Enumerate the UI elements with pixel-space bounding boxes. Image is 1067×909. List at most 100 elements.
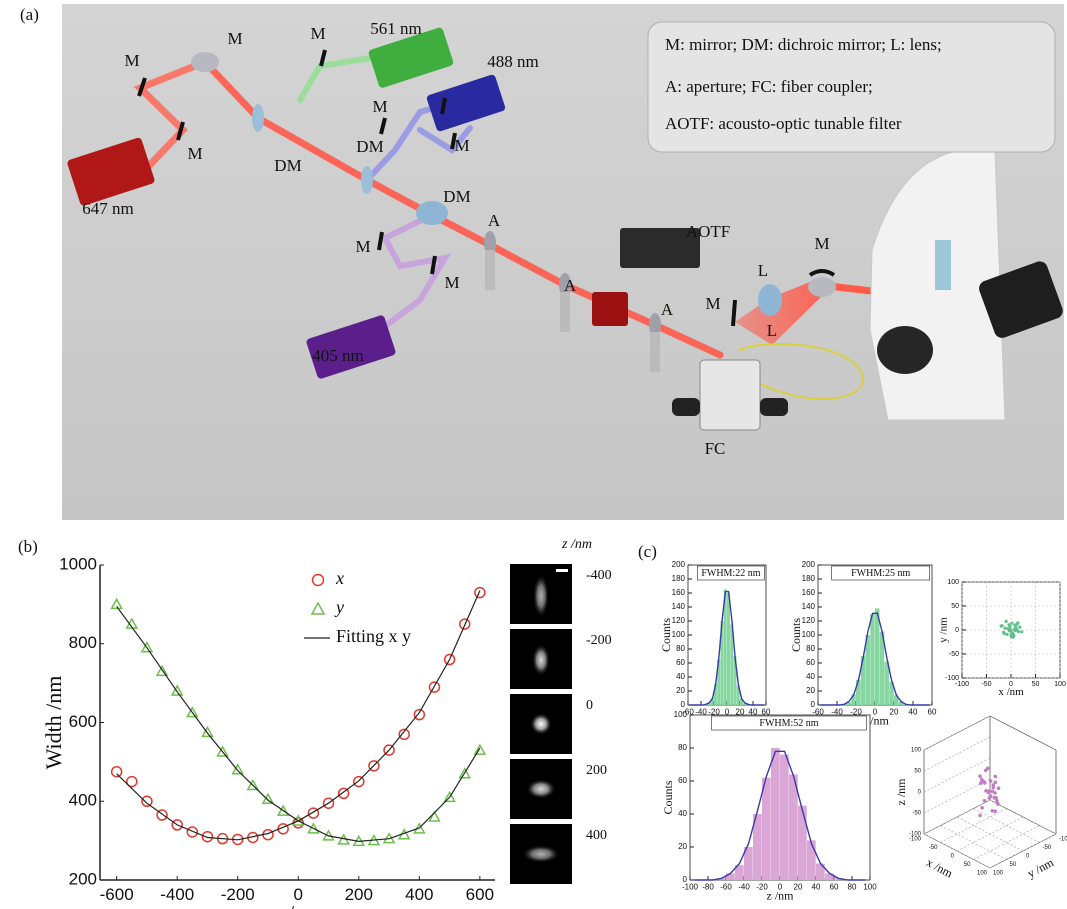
fit-curve [116, 590, 481, 841]
diagram-label: M [355, 237, 370, 256]
diagram-label: M [454, 136, 469, 155]
diagram-label: M [124, 51, 139, 70]
x-axis-label: z /nm [273, 901, 323, 909]
y-axis-label: Counts [661, 780, 675, 814]
diagram-label: L [758, 261, 768, 280]
histogram-bar [736, 685, 740, 705]
y-tick-label: 400 [69, 791, 97, 810]
y-tick-label: 100 [802, 630, 816, 639]
y-tick-label: 80 [676, 644, 685, 653]
data-point [1006, 626, 1010, 631]
grid-line [923, 799, 991, 835]
y-tick-label: 100 [947, 579, 959, 586]
y-tick-label: 60 [678, 776, 687, 785]
data-point [991, 785, 996, 790]
histogram-bar [730, 624, 734, 705]
data-point [443, 790, 456, 803]
grid-line [923, 715, 991, 751]
histogram-bar [771, 748, 780, 880]
chart-title: FWHM:25 nm [851, 568, 910, 579]
data-point [988, 779, 993, 783]
fit-curve [694, 750, 866, 881]
data-point [990, 789, 995, 794]
title-box [697, 565, 765, 581]
grid-line [956, 816, 1024, 852]
x-tick-label: -100 [909, 837, 922, 843]
title-box [711, 715, 867, 731]
strip-z-label: -200 [586, 633, 612, 648]
y-tick-label: 0 [683, 875, 688, 884]
data-point [337, 787, 350, 800]
data-point [1010, 621, 1014, 625]
y-axis-label: Counts [659, 618, 673, 652]
fit-curve [689, 590, 765, 706]
data-point [1011, 633, 1016, 637]
x-tick-label: -40 [695, 707, 707, 716]
diagram-label: M [227, 29, 242, 48]
z-tick-label: -100 [909, 832, 922, 838]
diagram-label: A [661, 300, 674, 319]
legend-marker [310, 601, 326, 615]
data-point [171, 819, 183, 831]
data-point [996, 802, 1000, 806]
x-tick-label: 0 [951, 854, 955, 860]
histogram-bar [780, 754, 789, 880]
histogram-bar [710, 698, 714, 705]
data-point [201, 725, 214, 738]
x-tick-label: 20 [736, 707, 745, 716]
x-tick-label: 20 [890, 707, 899, 716]
panel-label: (b) [18, 537, 38, 556]
data-point [978, 774, 982, 779]
histogram-bar [856, 679, 861, 705]
x-tick-label: -80 [702, 882, 714, 891]
data-point [170, 684, 184, 696]
y-tick-label: 80 [678, 743, 687, 752]
y-tick-label: 200 [672, 560, 686, 569]
x-tick-label: 50 [1032, 681, 1040, 688]
x-tick-label: 50 [964, 862, 971, 868]
diagram-label: DM [274, 156, 301, 175]
data-point [993, 774, 998, 779]
x-tick-label: -60 [812, 707, 824, 716]
data-point [1000, 624, 1004, 628]
strip-z-label: 400 [586, 828, 607, 843]
diagram-label: M [372, 97, 387, 116]
histogram-bar [753, 814, 762, 880]
x-tick-label: -50 [929, 845, 938, 851]
data-point [110, 765, 123, 778]
y-tick-label: 140 [672, 602, 686, 611]
y-tick-label: 200 [802, 560, 816, 569]
data-point [186, 826, 199, 838]
optics [67, 27, 1063, 431]
data-point [980, 805, 984, 810]
data-point [276, 804, 290, 816]
legend-line: M: mirror; DM: dichroic mirror; L: lens; [665, 35, 942, 54]
data-point [1018, 625, 1022, 629]
y-tick-label: 0 [1026, 854, 1030, 860]
histogram-bar [735, 865, 744, 880]
data-point [140, 641, 154, 653]
diagram-label: M [705, 294, 720, 313]
x-tick-label: 40 [812, 882, 821, 891]
data-point [1007, 623, 1011, 627]
data-point [126, 775, 138, 788]
histogram-bar [865, 635, 870, 705]
data-point [993, 791, 997, 795]
data-point [428, 681, 441, 693]
y-tick-label: 100 [672, 630, 686, 639]
diagram-label: A [564, 276, 577, 295]
z-tick-label: 0 [918, 790, 922, 796]
x-tick-label: -60 [720, 882, 732, 891]
x-tick-label: 0 [1009, 681, 1013, 688]
fit-curve [116, 605, 481, 843]
data-point [995, 799, 999, 803]
histogram-bar [834, 878, 843, 880]
histogram-bar [762, 777, 771, 880]
strip-title: z /nm [561, 537, 592, 552]
histogram-bar [717, 878, 726, 880]
histogram-bar [879, 631, 885, 705]
x-tick-label: 0 [778, 882, 783, 891]
mirror-marks [137, 49, 836, 327]
data-point [984, 789, 988, 793]
